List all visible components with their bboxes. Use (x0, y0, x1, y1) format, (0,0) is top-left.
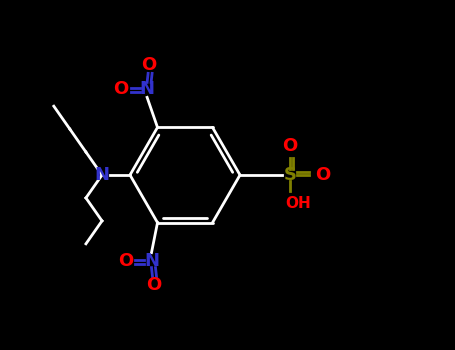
Text: N: N (144, 252, 159, 270)
Text: O: O (283, 137, 298, 155)
Text: S: S (283, 166, 297, 184)
Text: O: O (113, 80, 129, 98)
Text: O: O (142, 56, 157, 74)
Text: O: O (315, 166, 331, 184)
Text: O: O (146, 276, 161, 294)
Text: O: O (118, 252, 133, 270)
Text: N: N (140, 80, 155, 98)
Text: OH: OH (285, 196, 311, 211)
Text: N: N (95, 166, 110, 184)
